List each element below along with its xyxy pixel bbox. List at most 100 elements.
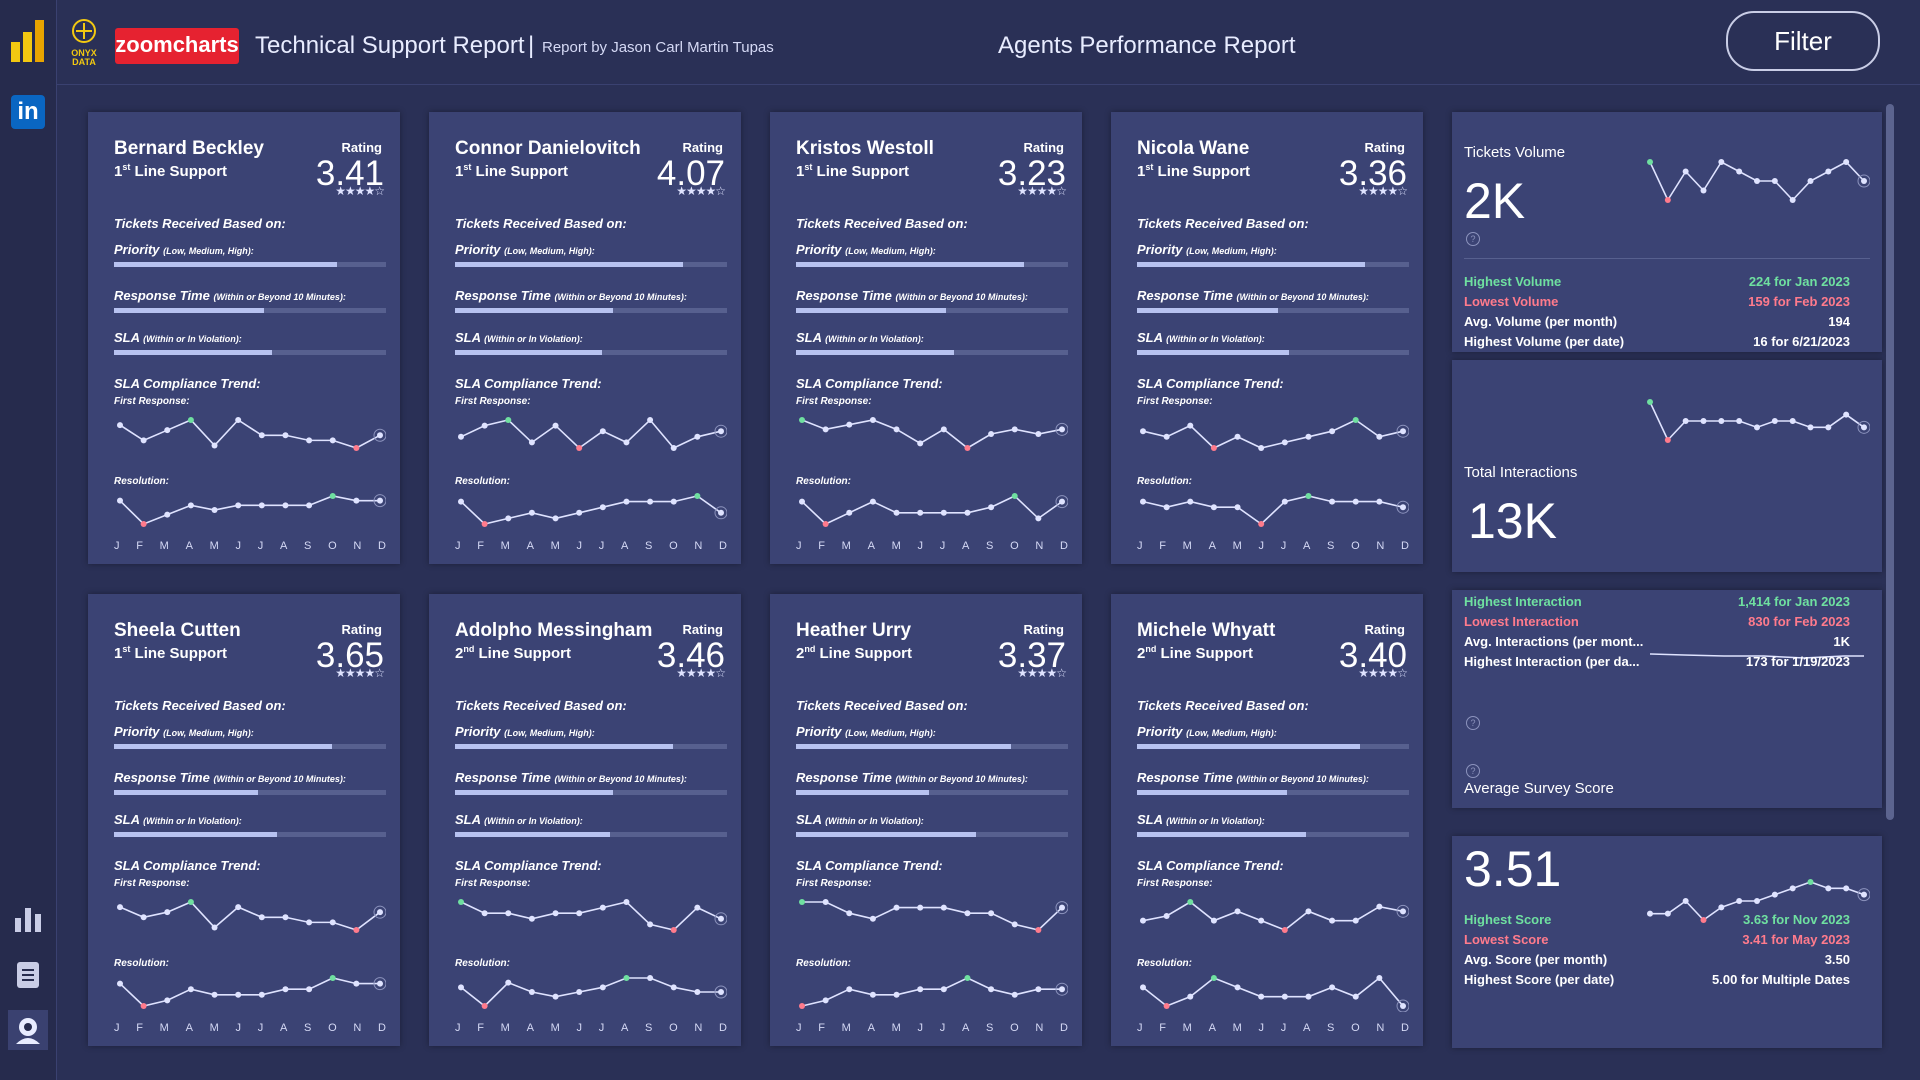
spark-point [599,984,606,991]
first-response-label: First Response: [114,878,190,889]
spark-end-marker [714,506,727,520]
resolution-sparkline [458,975,727,1009]
month-label: O [669,540,678,552]
linkedin-icon[interactable]: in [8,92,48,132]
spark-point [1329,498,1336,505]
spark-point [1376,903,1383,910]
spark-point [1682,168,1689,175]
metric-name: Response Time [455,288,551,303]
spark-point [1187,899,1194,905]
metric-bar-fill [1137,790,1287,795]
spark-point [1736,418,1743,424]
metric-sub: (Low, Medium, High): [504,246,595,256]
metric-label: Response Time (Within or Beyond 10 Minut… [1137,288,1369,303]
month-label: F [136,540,143,552]
month-label: S [1327,1022,1335,1034]
month-label: A [620,540,629,552]
metric-name: SLA [455,330,481,345]
filter-button[interactable]: Filter [1726,11,1880,71]
help-icon[interactable]: ? [1466,232,1480,246]
month-label: F [1159,1022,1166,1034]
help-icon[interactable]: ? [1466,716,1480,730]
month-label: A [961,1022,970,1034]
month-label: N [353,540,362,552]
metric-bar [455,350,727,355]
spark-point [1754,424,1760,431]
month-label: S [1327,540,1335,552]
spark-point [481,1003,488,1009]
spark-point [846,910,853,917]
tickets-based-on-heading: Tickets Received Based on: [1137,216,1309,231]
spark-point [647,921,654,928]
spark-point [1187,498,1194,505]
month-label: M [209,1022,219,1034]
metric-label: Response Time (Within or Beyond 10 Minut… [455,288,687,303]
stat-value: 16 for 6/21/2023 [1753,334,1850,349]
spark-point [1754,178,1760,184]
metric-bar-fill [114,832,278,837]
tickets-volume-value: 2K [1464,173,1526,229]
month-label: J [235,1022,242,1034]
month-label: M [891,540,901,552]
spark-point [623,975,630,981]
metric-sub: (Within or Beyond 10 Minutes): [213,292,346,302]
stat-label: Avg. Score (per month) [1464,952,1608,967]
first-response-label: First Response: [114,396,190,407]
metric-name: SLA [796,330,822,345]
spark-end-marker [373,428,386,442]
spark-point [528,989,535,995]
spark-point [1059,498,1065,505]
agent-line-number: 2 [796,645,805,662]
powerbi-logo-icon[interactable] [8,20,48,62]
metric-sub: (Within or Beyond 10 Minutes): [213,774,346,784]
agent-card: Michele Whyatt 2nd Line Support Rating 3.40… [1111,594,1423,1046]
metric-bar-fill [455,308,613,313]
help-icon[interactable]: ? [1466,764,1480,778]
sla-trend-heading: SLA Compliance Trend: [796,376,943,391]
bar-chart-icon[interactable] [8,898,48,938]
spark-point [599,504,606,511]
month-label: J [939,1022,946,1034]
spark-point [940,986,947,993]
clipboard-icon[interactable] [8,954,48,994]
spark-end-marker [1857,174,1870,188]
month-label: J [796,1022,802,1034]
support-agent-icon[interactable] [8,1010,48,1050]
metric-label: SLA (Within or In Violation): [455,812,583,827]
spark-point [799,1003,805,1009]
spark-point [1234,984,1241,991]
spark-point [1352,498,1359,505]
resolution-sparkline [117,493,386,527]
spark-point [377,909,383,916]
metric-sub: (Low, Medium, High): [504,728,595,738]
scrollbar[interactable] [1886,104,1894,820]
agent-role: 2nd Line Support [796,644,912,662]
month-label: A [1302,1022,1311,1034]
spark-point [1807,879,1814,885]
metric-bar [114,308,386,313]
metric-label: Priority (Low, Medium, High): [455,242,595,257]
agent-role: 1st Line Support [114,644,227,662]
spark-point [1352,917,1359,924]
spark-point [647,975,654,981]
month-label: M [550,1022,560,1034]
spark-point [282,502,289,509]
agent-line-suffix: nd [1145,644,1157,654]
spark-point [1754,898,1760,904]
stat-value: 830 for Feb 2023 [1748,614,1850,629]
first-response-sparkline [458,899,727,933]
page-title: Agents Performance Report [998,32,1296,59]
metric-bar [114,744,386,749]
metric-bar-fill [1137,308,1279,313]
tickets-based-on-heading: Tickets Received Based on: [114,216,286,231]
month-label: J [917,540,924,552]
month-label: A [867,540,875,552]
top-header: ONYX DATA zoomcharts Technical Support R… [57,0,1920,85]
agent-line-suffix: nd [804,644,816,654]
resolution-sparkline [1140,975,1409,1012]
sparkline-path [119,495,380,525]
metric-label: Response Time (Within or Beyond 10 Minut… [796,770,1028,785]
spark-point [869,498,876,505]
spark-point [458,984,464,991]
